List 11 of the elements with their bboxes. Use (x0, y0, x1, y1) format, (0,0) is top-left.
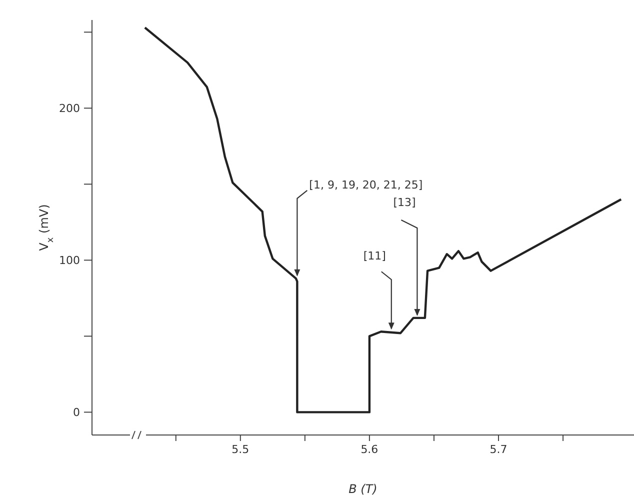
x-tick-label: 5.7 (490, 442, 508, 456)
y-tick-label: 0 (73, 406, 80, 420)
x-tick-label: 5.6 (360, 442, 378, 456)
x-tick-label: 5.5 (232, 442, 250, 456)
x-axis-title: B (T) (348, 482, 378, 495)
annotation: [1, 9, 19, 20, 21, 25] (309, 178, 423, 192)
line-series (144, 26, 622, 414)
y-tick-label: 100 (59, 254, 80, 268)
annotation: [13] (393, 196, 416, 209)
y-tick-label: 200 (59, 102, 80, 116)
annotation: [11] (363, 250, 386, 263)
